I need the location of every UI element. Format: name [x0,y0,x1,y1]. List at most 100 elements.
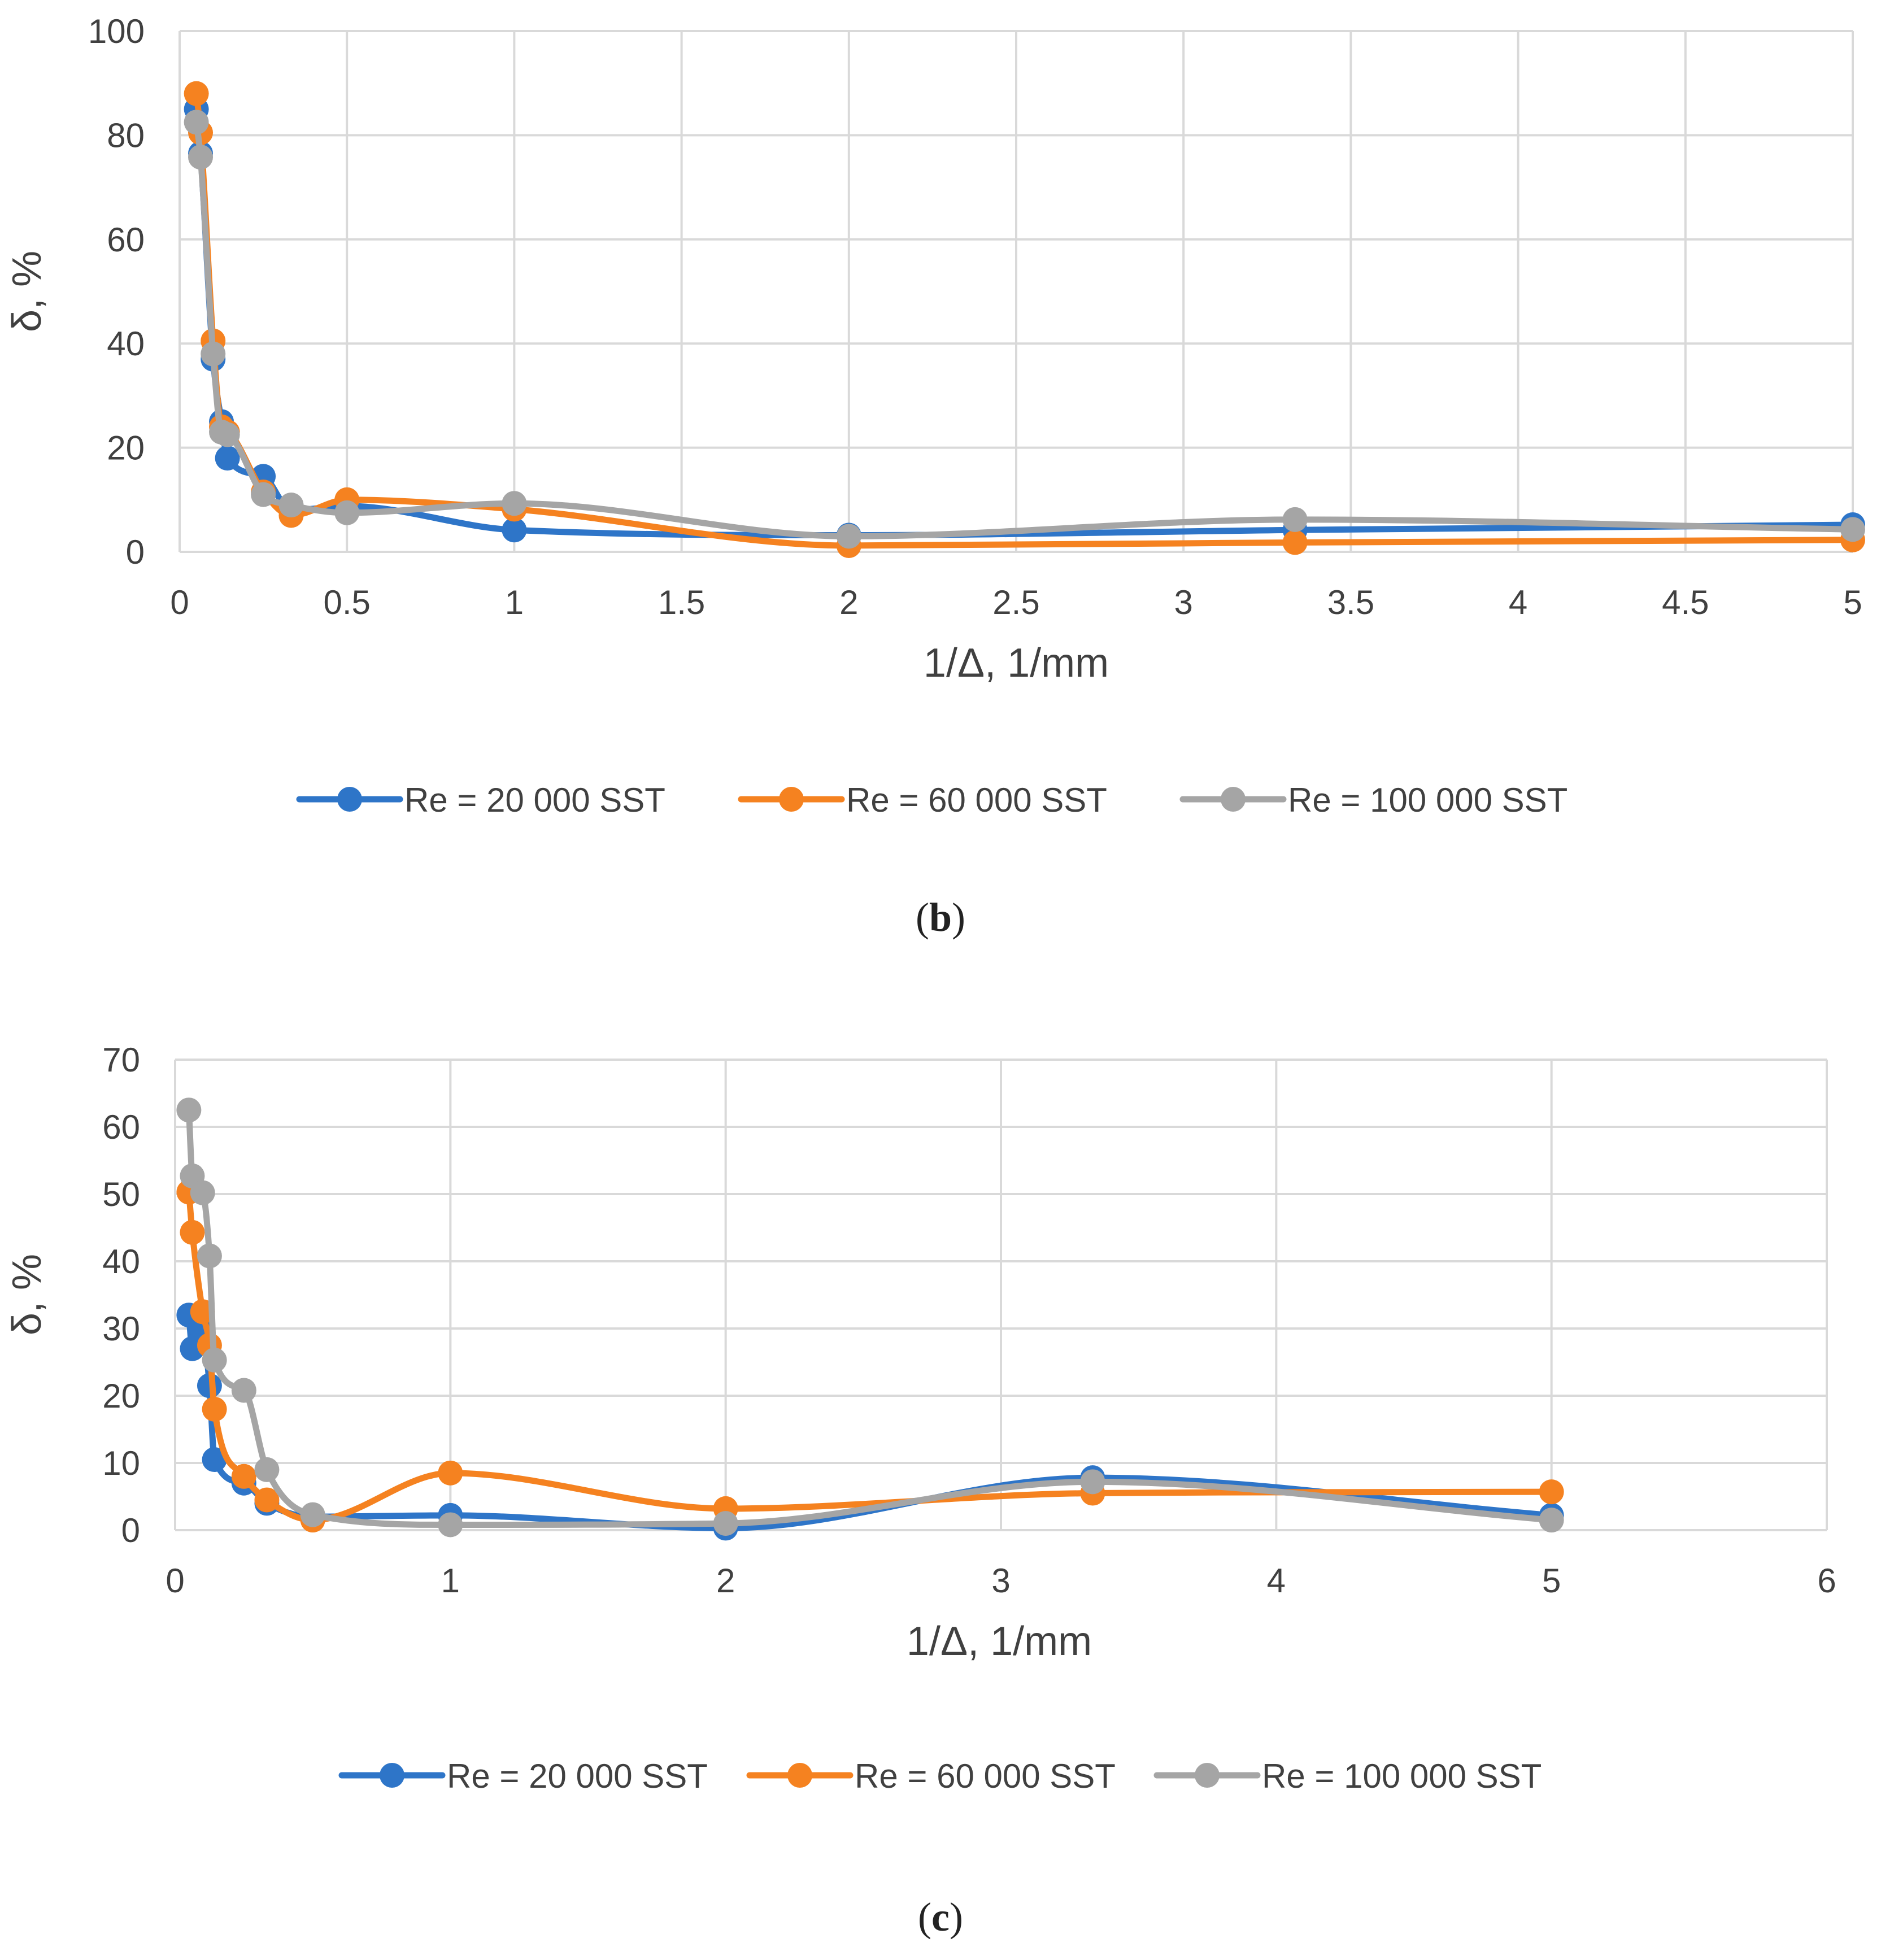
y-tick-label: 30 [102,1310,140,1348]
y-axis-title: δ, % [5,251,50,332]
data-point [836,524,861,549]
y-axis-title: δ, % [5,1254,50,1335]
series-3 [184,110,1865,549]
y-tick-label: 40 [102,1243,140,1280]
legend-label: Re = 100 000 SST [1288,781,1568,819]
series-2 [176,1179,1564,1533]
data-point [231,1464,256,1489]
legend-item: Re = 60 000 SST [738,781,1107,819]
x-tick-label: 0 [170,583,189,621]
y-tick-label: 20 [107,429,145,467]
legend-label: Re = 20 000 SST [404,781,665,819]
chart-b: 0 0.5 1 1.5 2 2.5 3 3.5 4 4.5 5 0 20 40 60 80 100 1/Δ, 1/… [5,12,1865,940]
figure-caption: (b) [916,895,965,940]
data-point [1080,1469,1105,1495]
legend-swatch-marker [1195,1763,1220,1788]
y-tick-label: 100 [88,12,145,50]
data-point [300,1502,325,1527]
data-point [184,81,209,106]
series-line [193,90,1856,549]
caption-open-paren: ( [918,1894,931,1940]
x-tick-label: 2 [839,583,858,621]
series-line [193,119,1856,539]
y-tick-label: 40 [107,325,145,363]
grid [178,30,1854,553]
x-tick-label: 1 [505,583,524,621]
x-tick-label: 2 [716,1562,735,1600]
legend-item: Re = 100 000 SST [1179,781,1568,819]
data-point [254,1457,280,1482]
x-tick-label: 3 [1174,583,1193,621]
legend-swatch-marker [787,1763,812,1788]
y-tick-label: 60 [107,221,145,259]
caption-close-paren: ) [950,1894,963,1940]
data-point [713,1511,738,1536]
legend-label: Re = 60 000 SST [855,1757,1116,1795]
x-tick-label: 0.5 [323,583,370,621]
data-point [1282,530,1308,555]
data-point [1282,507,1308,532]
x-tick-label: 4 [1267,1562,1286,1600]
legend-swatch-marker [1221,787,1246,812]
caption-letter: c [931,1894,950,1940]
data-point [278,493,304,518]
x-tick-label: 0 [166,1562,184,1600]
series-line [185,1188,1555,1523]
data-point [176,1097,202,1123]
x-tick-label: 6 [1817,1562,1836,1600]
x-tick-label: 5 [1843,583,1862,621]
data-point [202,1447,227,1473]
legend-item: Re = 20 000 SST [338,1757,708,1795]
data-point [188,145,214,170]
y-tick-label: 10 [102,1444,140,1482]
figure-caption: (c) [918,1894,963,1940]
x-axis-title: 1/Δ, 1/mm [907,1619,1092,1664]
y-tick-label: 0 [121,1512,140,1549]
x-axis-title: 1/Δ, 1/mm [924,641,1109,686]
y-tick-label: 0 [126,533,145,571]
legend-item: Re = 100 000 SST [1153,1757,1542,1795]
legend-swatch-marker [337,787,362,812]
data-point [202,1347,227,1373]
x-tick-label: 5 [1542,1562,1561,1600]
legend-label: Re = 20 000 SST [447,1757,708,1795]
y-tick-label: 50 [102,1175,140,1213]
data-point [1539,1479,1564,1505]
data-point [502,517,527,543]
x-tick-label: 1.5 [658,583,705,621]
data-point [438,1512,463,1537]
series-line [193,106,1856,538]
data-point [201,341,226,367]
data-point [197,1243,222,1269]
data-point [438,1460,463,1486]
legend: Re = 20 000 SST Re = 60 000 SST Re = 100 0… [296,781,1568,819]
data-point [1539,1508,1564,1533]
caption-close-paren: ) [952,895,965,940]
data-point [251,482,276,507]
y-tick-label: 80 [107,116,145,154]
x-tick-label: 2.5 [992,583,1039,621]
legend: Re = 20 000 SST Re = 60 000 SST Re = 100 0… [338,1757,1542,1795]
data-point [215,446,240,471]
x-tick-label: 3.5 [1327,583,1374,621]
data-point [190,1180,215,1205]
x-tick-label: 4 [1509,583,1527,621]
legend-label: Re = 60 000 SST [846,781,1107,819]
data-point [202,1396,227,1422]
data-point [1840,517,1865,542]
caption-open-paren: ( [916,895,929,940]
x-tick-label: 3 [991,1562,1010,1600]
legend-label: Re = 100 000 SST [1262,1757,1542,1795]
x-tick-label: 4.5 [1662,583,1709,621]
series-3 [176,1097,1564,1537]
data-point [184,110,209,135]
caption-letter: b [929,895,952,940]
y-tick-label: 20 [102,1377,140,1415]
series-1 [184,97,1865,548]
legend-swatch-marker [380,1763,404,1788]
data-point [180,1219,205,1245]
data-point [502,491,527,516]
legend-item: Re = 20 000 SST [296,781,665,819]
legend-item: Re = 60 000 SST [746,1757,1116,1795]
